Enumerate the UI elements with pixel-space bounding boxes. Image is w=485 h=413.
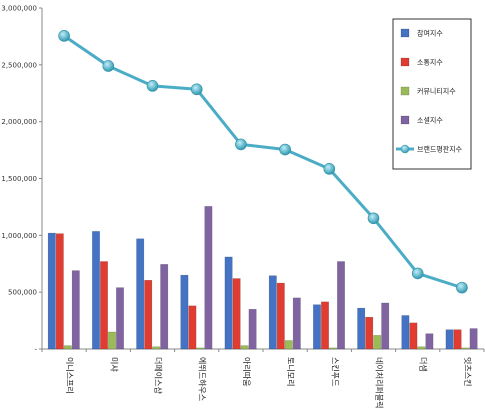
bar-0-6 — [313, 304, 321, 350]
y-tick-label: 1,500,000 — [1, 175, 37, 183]
bar-1-8 — [409, 322, 418, 350]
bar-1-5 — [276, 282, 285, 350]
x-tick-label: 더샘 — [419, 357, 428, 372]
bar-3-6 — [337, 261, 345, 350]
line-point-0 — [58, 30, 70, 42]
y-tick-label: 1,000,000 — [1, 232, 37, 240]
bar-3-9 — [469, 328, 478, 350]
bar-3-3 — [204, 206, 213, 350]
line-point-6 — [323, 163, 336, 175]
x-tick-label: 잇츠스킨 — [463, 357, 473, 386]
bar-3-5 — [292, 297, 301, 350]
bar-0-1 — [92, 231, 100, 350]
x-tick-label: 아리따움 — [242, 357, 252, 386]
legend-swatch-0 — [400, 28, 410, 38]
bar-1-6 — [321, 301, 329, 350]
legend-label-4: 브랜드평판지수 — [417, 145, 463, 154]
bar-2-9 — [461, 347, 470, 350]
x-axis-ticks: 이니스프리 미샤 더페이스샵 에뛰드하우스 아리따움 토니모리 스킨푸드 네이처리퍼블릭 더샘 잇… — [41, 349, 485, 409]
x-tick-label: 이니스프리 — [65, 357, 75, 394]
line-point-7 — [367, 212, 380, 225]
bar-3-4 — [248, 308, 257, 350]
bar-3-7 — [381, 302, 390, 350]
line-point-3 — [190, 83, 203, 96]
line-point-8 — [411, 267, 424, 280]
bar-2-2 — [152, 346, 161, 350]
y-tick-label: 2,000,000 — [1, 118, 37, 126]
x-tick-label: 에뛰드하우스 — [198, 357, 208, 401]
y-tick-label: 2,500,000 — [1, 61, 37, 69]
bar-2-4 — [240, 345, 249, 350]
legend-swatch-3 — [400, 115, 410, 125]
bar-0-3 — [180, 274, 189, 350]
bar-2-1 — [108, 331, 116, 350]
bar-1-0 — [55, 233, 64, 350]
bar-3-8 — [425, 333, 434, 350]
bar-2-8 — [417, 346, 426, 350]
bar-2-7 — [373, 335, 382, 350]
bar-1-2 — [144, 279, 153, 350]
bar-3-2 — [160, 264, 169, 350]
x-tick-label: 네이처리퍼블릭 — [375, 357, 385, 409]
bar-0-8 — [401, 315, 410, 350]
y-tick-label: - — [34, 346, 37, 354]
legend-label-3: 소셜지수 — [417, 116, 443, 125]
bar-0-2 — [136, 238, 145, 350]
bar-2-5 — [284, 340, 293, 350]
x-tick-label: 더페이스샵 — [154, 357, 164, 394]
legend-swatch-1 — [400, 57, 410, 67]
y-tick-label: 500,000 — [8, 289, 37, 297]
line-series — [58, 30, 468, 294]
x-tick-label: 토니모리 — [286, 357, 296, 386]
series-line-0 — [63, 34, 463, 290]
x-tick-label: 미샤 — [109, 357, 119, 372]
bar-1-9 — [453, 329, 462, 350]
x-tick-label: 스킨푸드 — [330, 357, 340, 386]
bar-0-7 — [357, 307, 366, 350]
bar-2-0 — [63, 345, 72, 350]
legend-label-1: 소통지수 — [417, 58, 443, 67]
bar-0-0 — [47, 232, 56, 350]
line-point-9 — [456, 281, 468, 294]
bar-0-5 — [268, 275, 277, 350]
y-axis-ticks: - 500,000 1,000,000 1,500,000 2,000,000 2,500… — [1, 5, 42, 354]
bar-0-9 — [445, 329, 454, 350]
bars — [47, 206, 478, 350]
bar-1-3 — [188, 305, 197, 350]
line-point-1 — [102, 60, 115, 72]
bar-2-6 — [329, 347, 337, 350]
bar-0-4 — [224, 256, 233, 350]
legend-marker-4 — [400, 144, 410, 154]
legend-label-0: 참여지수 — [417, 29, 443, 38]
bar-3-0 — [71, 270, 80, 350]
line-point-2 — [146, 80, 159, 92]
line-point-4 — [235, 138, 247, 151]
bar-3-1 — [116, 287, 124, 350]
bar-1-4 — [232, 278, 241, 350]
bar-1-1 — [100, 261, 108, 350]
y-tick-label: 3,000,000 — [1, 5, 37, 13]
legend-swatch-2 — [400, 86, 410, 96]
bar-2-3 — [196, 347, 205, 350]
legend-label-2: 커뮤니티지수 — [417, 87, 456, 96]
bar-1-7 — [365, 316, 374, 350]
line-point-5 — [279, 143, 291, 156]
